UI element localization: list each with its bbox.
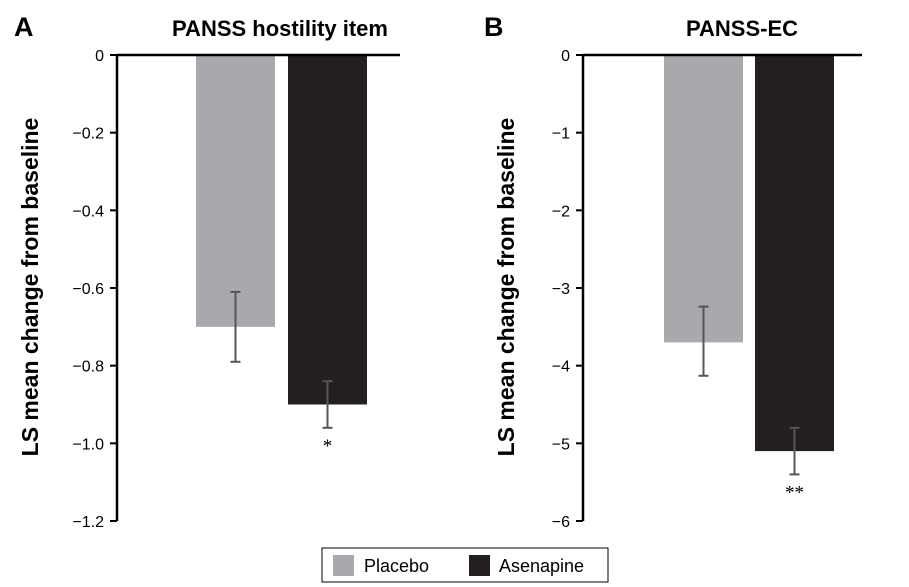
panel-b-bar-placebo <box>664 55 743 343</box>
panel-a-bar-placebo <box>196 55 275 327</box>
legend-label-asenapine: Asenapine <box>499 556 584 576</box>
panel-b: B PANSS-EC LS mean change from baseline … <box>484 12 862 531</box>
panel-a: A PANSS hostility item LS mean change fr… <box>14 12 400 531</box>
panel-b-y-axis-label: LS mean change from baseline <box>493 118 519 457</box>
panel-b-y-tick-label: −3 <box>552 281 570 298</box>
legend-label-placebo: Placebo <box>364 556 429 576</box>
panel-a-error-bar-placebo <box>230 290 241 363</box>
legend-frame <box>321 547 609 583</box>
panel-a-significance-marker: * <box>323 436 333 457</box>
panel-b-axes <box>581 53 862 521</box>
panel-a-title: PANSS hostility item <box>172 16 388 41</box>
panel-a-bars: * <box>196 55 367 457</box>
panel-a-y-tick-label: −1.2 <box>72 514 104 531</box>
panel-a-y-ticks: 0 −0.2 −0.4 −0.6 −0.8 −1.0 −1.2 <box>72 48 117 531</box>
panel-a-bar-asenapine <box>288 55 367 405</box>
panel-a-y-tick-label: −1.0 <box>72 436 104 453</box>
panel-b-bar-asenapine <box>755 55 834 452</box>
panel-b-y-tick-label: −4 <box>552 359 570 376</box>
panel-letter-b: B <box>484 12 504 42</box>
panel-b-y-tick-label: −6 <box>552 514 570 531</box>
panel-a-y-axis-label: LS mean change from baseline <box>17 118 43 457</box>
panel-a-y-tick-label: 0 <box>95 48 104 65</box>
panel-b-significance-marker: ** <box>785 482 804 503</box>
panel-b-bars: ** <box>664 55 834 503</box>
panel-a-axes <box>115 53 400 521</box>
panel-a-y-tick-label: −0.8 <box>72 359 104 376</box>
legend: Placebo Asenapine <box>321 547 609 583</box>
panel-b-y-tick-label: −1 <box>552 126 570 143</box>
legend-swatch-asenapine <box>469 555 490 576</box>
panel-a-error-bar-asenapine <box>322 380 333 429</box>
panel-b-title: PANSS-EC <box>686 16 798 41</box>
panel-a-y-tick-label: −0.4 <box>72 203 104 220</box>
panel-b-y-ticks: 0 −1 −2 −3 −4 −5 −6 <box>552 48 583 531</box>
panel-a-y-tick-label: −0.6 <box>72 281 104 298</box>
panel-b-y-tick-label: −2 <box>552 203 570 220</box>
panel-letter-a: A <box>14 12 34 42</box>
legend-swatch-placebo <box>333 555 354 576</box>
panel-b-y-tick-label: 0 <box>561 48 570 65</box>
panel-b-error-bar-placebo <box>698 305 709 377</box>
panel-a-y-tick-label: −0.2 <box>72 126 104 143</box>
panel-b-error-bar-asenapine <box>789 426 800 476</box>
panel-b-y-tick-label: −5 <box>552 436 570 453</box>
